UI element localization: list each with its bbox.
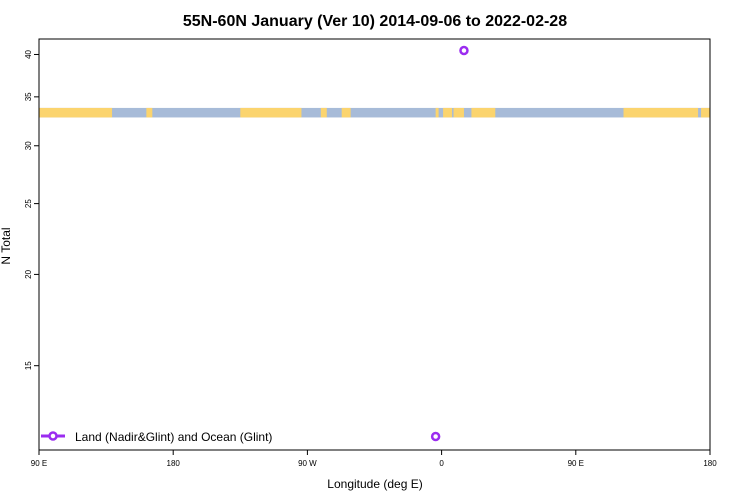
land-segment <box>471 107 496 118</box>
land-segment <box>453 107 464 118</box>
x-tick-label: 90 W <box>298 459 317 468</box>
land-segment <box>341 107 351 118</box>
axis-ticks: 90 E 180 90 W 0 90 E 180 15 20 25 30 35 40 <box>24 49 717 468</box>
legend-marker-icon <box>48 431 58 441</box>
ocean-band <box>39 107 710 118</box>
y-axis-label: N Total <box>0 227 13 264</box>
y-tick-label: 40 <box>24 49 33 58</box>
y-tick-label: 35 <box>24 92 33 101</box>
land-segment <box>240 107 302 118</box>
data-point <box>459 45 469 56</box>
land-segment <box>443 107 453 118</box>
plot-frame <box>38 38 711 451</box>
x-tick-label: 90 E <box>568 459 584 468</box>
legend-label: Land (Nadir&Glint) and Ocean (Glint) <box>75 430 272 444</box>
land-segment <box>435 107 439 118</box>
x-tick-label: 90 E <box>31 459 47 468</box>
land-segment <box>39 107 113 118</box>
x-tick-label: 180 <box>167 459 181 468</box>
land-ocean-band <box>39 107 710 118</box>
y-tick-label: 25 <box>24 199 33 208</box>
y-tick-label: 20 <box>24 269 33 278</box>
land-segment <box>701 107 710 118</box>
land-segment <box>146 107 153 118</box>
x-tick-label: 180 <box>703 459 717 468</box>
legend: Land (Nadir&Glint) and Ocean (Glint) <box>41 430 272 444</box>
data-points <box>430 45 469 442</box>
x-tick-label: 0 <box>439 459 444 468</box>
data-point <box>430 431 441 442</box>
land-segment <box>623 107 699 118</box>
y-tick-label: 30 <box>24 141 33 150</box>
x-axis-label: Longitude (deg E) <box>327 477 422 491</box>
chart-title: 55N-60N January (Ver 10) 2014-09-06 to 2… <box>183 13 567 30</box>
land-segment <box>320 107 327 118</box>
y-tick-label: 15 <box>24 361 33 370</box>
